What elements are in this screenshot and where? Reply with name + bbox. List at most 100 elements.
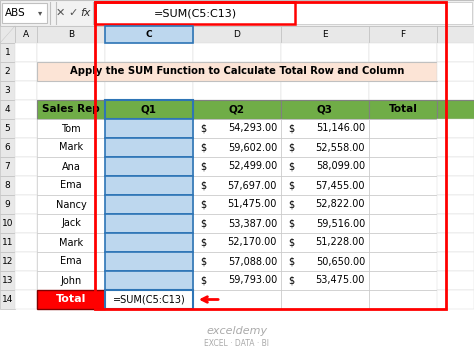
- Text: Total: Total: [389, 104, 418, 114]
- Text: Nancy: Nancy: [55, 200, 86, 209]
- Text: 51,146.00: 51,146.00: [316, 123, 365, 134]
- Text: 50,567.00: 50,567.00: [140, 275, 189, 286]
- Bar: [193, 195, 281, 214]
- Bar: [37, 233, 105, 252]
- Text: 58,099.00: 58,099.00: [316, 161, 365, 171]
- Text: $: $: [200, 238, 206, 248]
- Bar: [281, 176, 369, 195]
- Text: 57,697.00: 57,697.00: [228, 180, 277, 191]
- Text: Q1: Q1: [141, 104, 157, 114]
- Text: $: $: [112, 200, 118, 209]
- Bar: [437, 214, 474, 233]
- Text: $: $: [288, 257, 294, 266]
- Text: Ana: Ana: [62, 161, 81, 171]
- Bar: [193, 252, 281, 271]
- Bar: [37, 138, 105, 157]
- Text: ✕: ✕: [55, 8, 64, 18]
- Bar: [369, 100, 437, 119]
- Text: Mark: Mark: [59, 143, 83, 152]
- Text: 59,076.00: 59,076.00: [140, 218, 189, 229]
- Bar: [0, 100, 15, 119]
- Text: C: C: [146, 30, 152, 39]
- Bar: [281, 271, 369, 290]
- Bar: [369, 176, 437, 195]
- Text: $: $: [200, 143, 206, 152]
- Bar: [369, 26, 437, 43]
- Bar: [437, 43, 474, 62]
- Text: $: $: [112, 238, 118, 248]
- Text: John: John: [60, 275, 82, 286]
- Bar: [15, 233, 37, 252]
- Text: $: $: [288, 180, 294, 191]
- Bar: [15, 138, 37, 157]
- Bar: [369, 81, 437, 100]
- Bar: [15, 81, 37, 100]
- Text: 6: 6: [5, 143, 10, 152]
- Text: 54,416.00: 54,416.00: [140, 238, 189, 248]
- Bar: [0, 252, 15, 271]
- Bar: [105, 26, 193, 43]
- Bar: [15, 271, 37, 290]
- Text: $: $: [200, 257, 206, 266]
- Bar: [95, 2, 446, 309]
- Bar: [281, 252, 369, 271]
- Text: 51,475.00: 51,475.00: [228, 200, 277, 209]
- Bar: [437, 271, 474, 290]
- Text: =SUM(C5:C13): =SUM(C5:C13): [113, 295, 185, 304]
- Text: 53,387.00: 53,387.00: [228, 218, 277, 229]
- Text: $: $: [112, 143, 118, 152]
- Bar: [15, 119, 37, 138]
- Bar: [105, 43, 193, 62]
- Bar: [15, 43, 37, 62]
- Text: $: $: [112, 218, 118, 229]
- Text: $: $: [288, 161, 294, 171]
- Text: 57,908.00: 57,908.00: [140, 123, 189, 134]
- Bar: [37, 119, 105, 138]
- Bar: [37, 176, 105, 195]
- Text: 52,170.00: 52,170.00: [228, 238, 277, 248]
- Text: 14: 14: [2, 295, 13, 304]
- Bar: [281, 195, 369, 214]
- Text: 50,650.00: 50,650.00: [316, 257, 365, 266]
- Bar: [0, 138, 15, 157]
- Bar: [0, 290, 15, 309]
- Bar: [437, 290, 474, 309]
- Bar: [37, 100, 105, 119]
- Text: 4: 4: [5, 105, 10, 114]
- Bar: [437, 138, 474, 157]
- Bar: [37, 26, 105, 43]
- Text: F: F: [401, 30, 406, 39]
- Bar: [281, 157, 369, 176]
- Bar: [0, 271, 15, 290]
- Bar: [193, 157, 281, 176]
- Bar: [437, 81, 474, 100]
- Bar: [0, 214, 15, 233]
- Text: $: $: [288, 200, 294, 209]
- Text: ABS: ABS: [5, 8, 26, 18]
- Bar: [105, 214, 193, 233]
- Text: $: $: [288, 143, 294, 152]
- Text: D: D: [234, 30, 240, 39]
- Bar: [281, 100, 369, 119]
- Bar: [105, 195, 193, 214]
- Text: Ema: Ema: [60, 257, 82, 266]
- Text: 59,793.00: 59,793.00: [228, 275, 277, 286]
- Bar: [15, 290, 37, 309]
- Bar: [437, 119, 474, 138]
- Text: 10: 10: [2, 219, 13, 228]
- Bar: [15, 26, 37, 43]
- Text: Q2: Q2: [229, 104, 245, 114]
- Bar: [193, 176, 281, 195]
- Text: 59,602.00: 59,602.00: [228, 143, 277, 152]
- Text: 57,073.00: 57,073.00: [140, 180, 189, 191]
- Text: Total: Total: [56, 295, 86, 304]
- Bar: [37, 157, 105, 176]
- Bar: [0, 26, 15, 43]
- Text: $: $: [288, 218, 294, 229]
- Bar: [437, 62, 474, 81]
- Bar: [437, 100, 474, 119]
- Bar: [369, 119, 437, 138]
- Bar: [193, 43, 281, 62]
- Bar: [369, 271, 437, 290]
- Bar: [193, 214, 281, 233]
